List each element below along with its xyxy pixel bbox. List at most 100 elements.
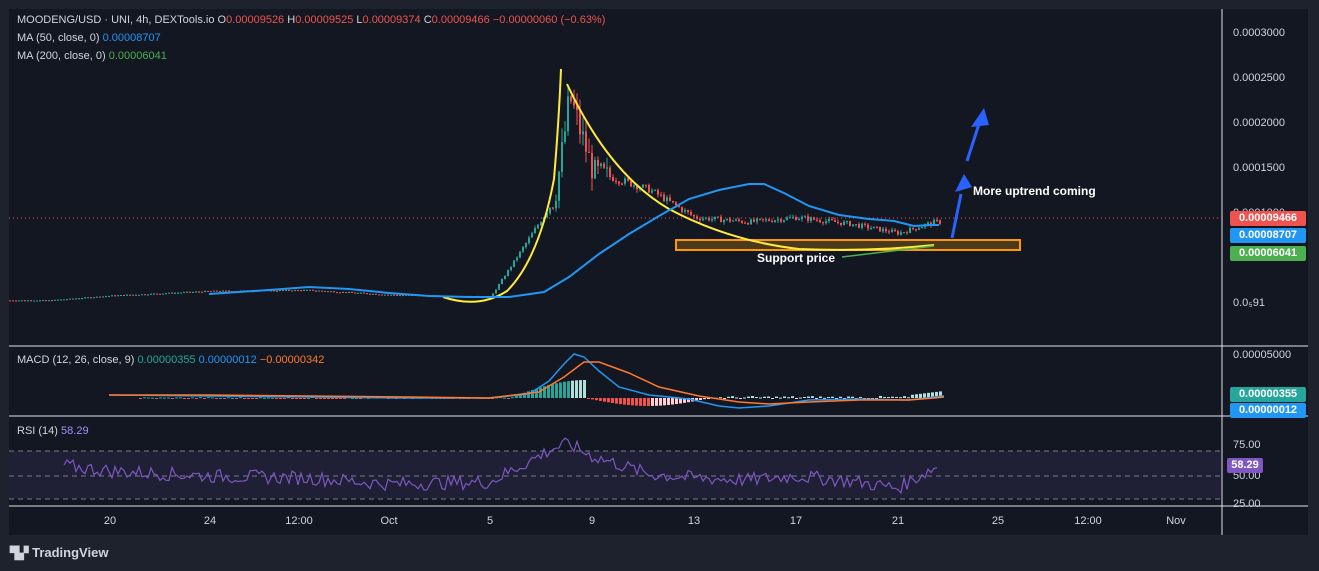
macd-bar [603, 398, 606, 402]
candle-body [105, 296, 107, 298]
price-tick-1: 0.0003000 [1233, 27, 1285, 39]
macd-bar [903, 396, 906, 398]
macd-bar [203, 398, 206, 399]
macd-bar [819, 396, 822, 398]
candle-body [609, 167, 611, 178]
candle-body [843, 221, 845, 225]
candle-body [333, 291, 335, 293]
macd-bar [719, 397, 722, 399]
uptrend-annotation: More uptrend coming [973, 184, 1096, 198]
rsi-label: RSI (14) [17, 425, 58, 437]
candle-body [588, 151, 590, 153]
candle-body [495, 289, 497, 294]
candle-body [309, 289, 311, 291]
candle-body [168, 292, 170, 294]
time-tick-nov: Nov [1166, 515, 1186, 527]
candle-body [792, 217, 794, 219]
candle-body [591, 152, 593, 179]
tradingview-logo[interactable]: ▜▞ TradingView [10, 545, 108, 560]
candle-body [87, 297, 89, 299]
macd-bar [907, 397, 910, 399]
price-tick-3: 0.0002000 [1233, 117, 1285, 129]
macd-bar [935, 391, 938, 398]
candle-body [741, 220, 743, 223]
candle-body [690, 211, 692, 215]
candle-body [564, 131, 566, 142]
macd-bar [147, 397, 150, 399]
candle-body [801, 216, 803, 219]
macd-bar [191, 397, 194, 399]
macd-bar [655, 398, 658, 406]
candle-body [561, 141, 563, 172]
macd-bar [775, 396, 778, 398]
macd-bar [727, 396, 730, 398]
macd-bar [675, 398, 678, 405]
o-value: 0.00009526 [226, 14, 285, 26]
macd-bar [183, 398, 186, 399]
candle-body [147, 294, 149, 296]
macd-bar [911, 394, 914, 398]
macd-bar [199, 397, 202, 399]
candle-body [654, 189, 656, 191]
candle-body [339, 292, 341, 294]
candle-body [12, 300, 14, 302]
candle-body [177, 292, 179, 294]
candle-body [219, 291, 221, 293]
candle-body [579, 110, 581, 135]
candle-body [939, 220, 941, 224]
chart-canvas[interactable] [9, 9, 1308, 535]
candle-body [933, 219, 935, 226]
candle-body [45, 300, 47, 302]
macd-bar [699, 398, 702, 400]
price-change: −0.00000060 (−0.63%) [492, 14, 606, 26]
macd-bar [883, 396, 886, 398]
l-value: 0.00009374 [362, 14, 421, 26]
macd-bar [747, 396, 750, 398]
macd-bar [639, 398, 642, 406]
rsi-tag: 58.29 [1227, 458, 1263, 473]
candle-body [819, 220, 821, 223]
candle-body [786, 217, 788, 221]
candle-body [195, 291, 197, 293]
candle-body [273, 290, 275, 292]
candle-body [525, 243, 527, 248]
signal-line [109, 361, 945, 405]
macd-bar [171, 398, 174, 399]
candle-body [693, 214, 695, 217]
macd-bar [223, 398, 226, 399]
candle-body [927, 222, 929, 225]
candle-body [879, 226, 881, 232]
candle-body [726, 218, 728, 220]
candle-body [825, 221, 827, 224]
macd-bar [551, 384, 554, 398]
rsi-tick-75: 75.00 [1233, 439, 1261, 451]
macd-bar [879, 395, 882, 398]
candle-body [918, 228, 920, 230]
macd-bar [319, 398, 322, 399]
candle-body [783, 220, 785, 222]
macd-bar [807, 396, 810, 398]
candle-body [570, 96, 572, 102]
chart-frame[interactable]: MOODENG/USD · UNI, 4h, DEXTools.io O0.00… [9, 9, 1308, 535]
macd-bar [291, 398, 294, 399]
candle-body [141, 294, 143, 296]
candle-body [921, 227, 923, 229]
candle-body [903, 232, 905, 234]
macd-bar [271, 397, 274, 399]
candle-body [618, 181, 620, 184]
candle-body [36, 300, 38, 302]
macd-bar [303, 398, 306, 399]
macd-bar [515, 395, 518, 398]
candle-body [225, 290, 227, 292]
macd-bar [283, 398, 286, 399]
candle-body [336, 292, 338, 294]
candle-body [303, 290, 305, 292]
candle-body [771, 220, 773, 223]
macd-bar [215, 398, 218, 399]
candle-body [576, 105, 578, 111]
candle-body [123, 295, 125, 297]
candle-body [300, 290, 302, 292]
candle-body [366, 293, 368, 295]
macd-bar [139, 398, 142, 399]
time-tick-21: 21 [891, 515, 905, 527]
